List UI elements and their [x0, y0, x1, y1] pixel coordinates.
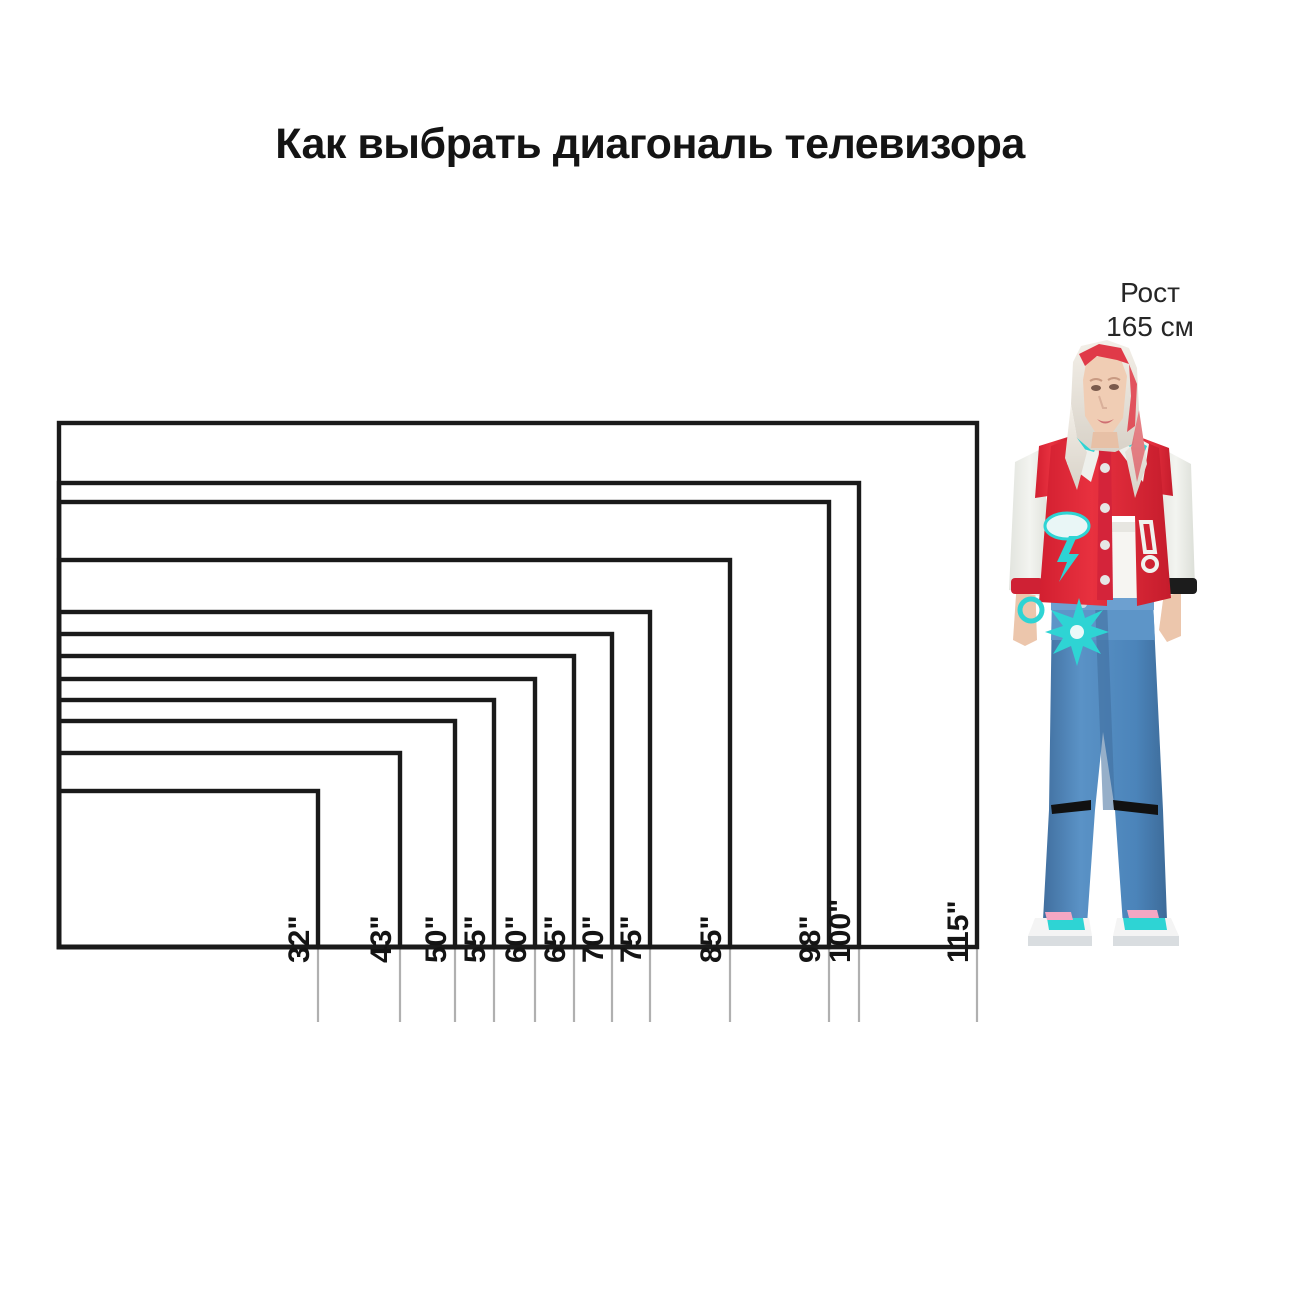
tick-label: 75" [615, 915, 648, 963]
tick-label: 85" [695, 915, 728, 963]
arms [1013, 578, 1181, 646]
tick-label: 43" [365, 915, 398, 963]
cloud-lightning-patch [1043, 511, 1091, 582]
tick-label: 55" [459, 915, 492, 963]
tick-label: 50" [420, 915, 453, 963]
model-height-caption: Рост 165 см [1055, 276, 1245, 344]
tv-outline [56, 480, 862, 950]
head [1065, 340, 1147, 498]
tick-label: 65" [539, 915, 572, 963]
tv-outline [56, 499, 832, 950]
tick-label: 115" [942, 900, 975, 963]
tick-label: 70" [577, 915, 610, 963]
starburst-patch [1045, 598, 1109, 666]
tv-outline [56, 788, 321, 950]
model-figure [1009, 340, 1197, 946]
tick-label: 100" [824, 899, 857, 963]
tv-outline [56, 609, 653, 950]
tick-label-group: 32" 43" 50" 55" 60" 65" 70" 75" 85" 98"100" 115" [283, 899, 975, 963]
height-caption-line1: Рост [1120, 277, 1180, 308]
tick-label: 32" [283, 915, 316, 963]
tv-outline-group [56, 420, 980, 950]
ring-patch [1017, 596, 1045, 624]
height-caption-line2: 165 см [1106, 311, 1194, 343]
tick-guide-lines [316, 947, 979, 1022]
tv-outline [56, 697, 497, 950]
sneakers [1028, 910, 1179, 946]
tv-outline [56, 750, 403, 950]
tick-label: 98" [794, 915, 827, 963]
tick-label: 60" [500, 915, 533, 963]
monogram-patch [1138, 520, 1159, 573]
page-title: Как выбрать диагональ телевизора [275, 120, 1025, 168]
